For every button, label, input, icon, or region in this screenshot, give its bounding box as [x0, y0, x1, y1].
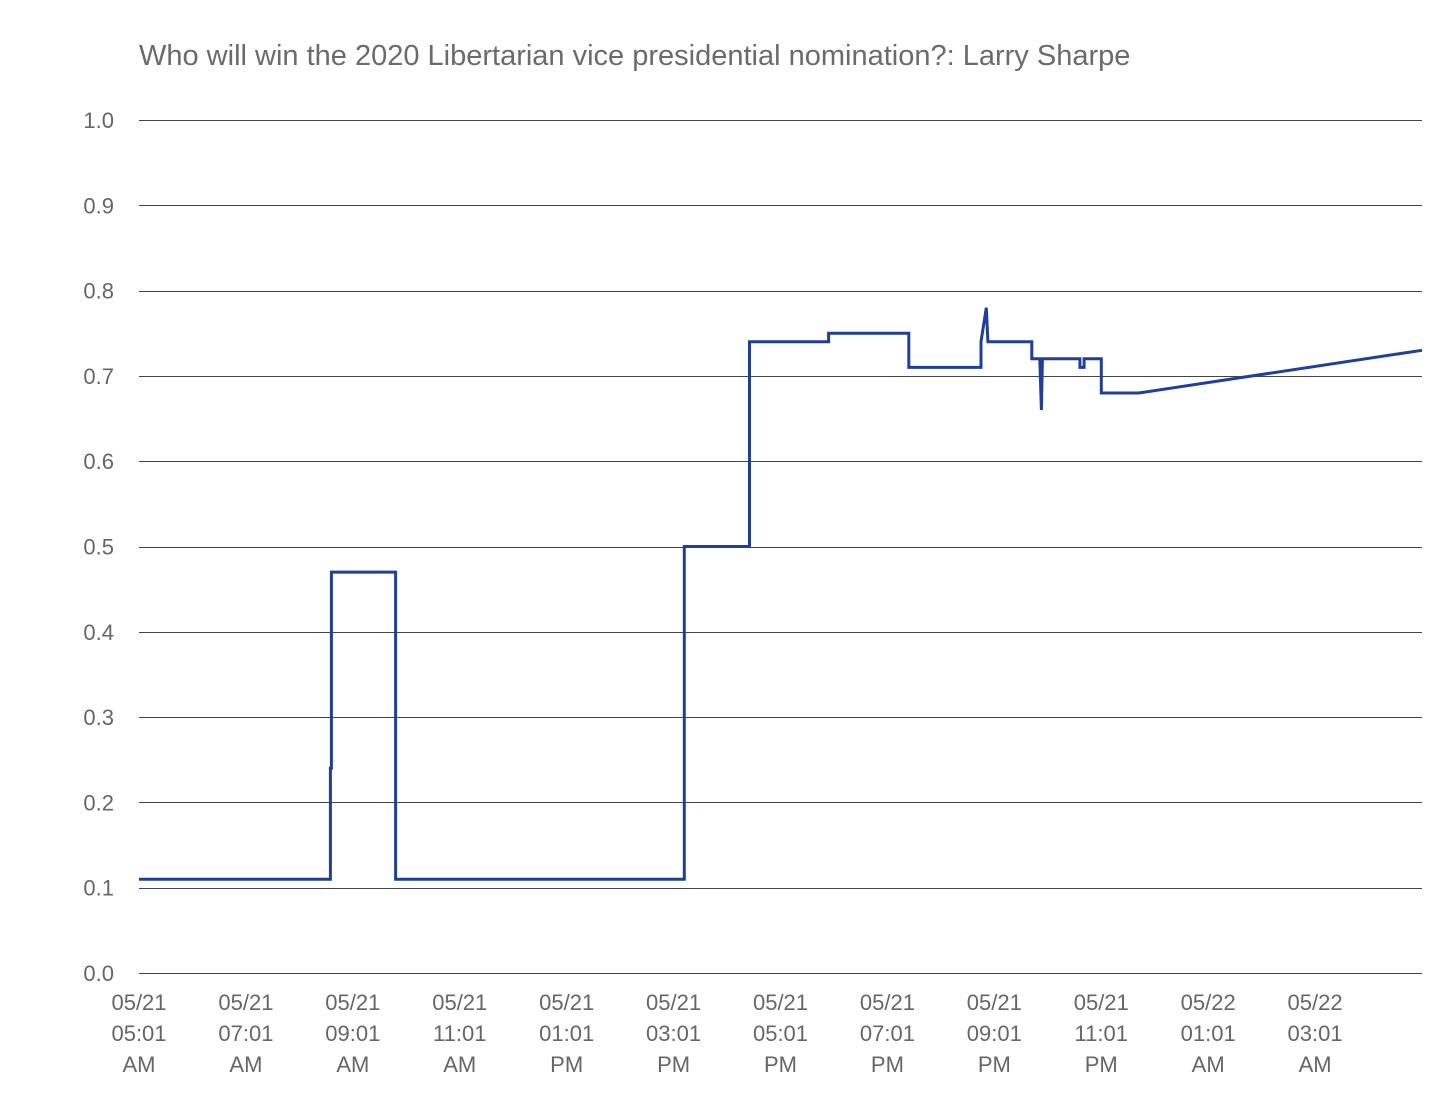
x-tick-label: 05/22 01:01 AM	[1181, 990, 1236, 1077]
series-layer	[139, 307, 1423, 881]
x-tick-line: 05/21	[325, 990, 380, 1015]
x-tick-line: AM	[336, 1052, 369, 1077]
x-tick-line: PM	[550, 1052, 583, 1077]
gridlines	[139, 120, 1422, 974]
series-line	[139, 307, 1423, 881]
x-tick-line: 05/21	[646, 990, 701, 1015]
x-tick-line: 07:01	[218, 1021, 273, 1046]
y-tick-label: 0.8	[83, 279, 114, 304]
x-tick-line: 05/21	[1074, 990, 1129, 1015]
x-tick-label: 05/21 11:01 PM	[1074, 990, 1129, 1077]
x-tick-label: 05/22 03:01 AM	[1288, 990, 1343, 1077]
x-tick-label: 05/21 09:01 PM	[967, 990, 1022, 1077]
x-tick-label: 05/21 01:01 PM	[539, 990, 594, 1077]
y-tick-label: 0.0	[83, 961, 114, 986]
x-tick-line: 05/21	[539, 990, 594, 1015]
x-tick-line: PM	[764, 1052, 797, 1077]
x-tick-label: 05/21 05:01 PM	[753, 990, 808, 1077]
x-tick-line: 03:01	[1288, 1021, 1343, 1046]
x-tick-line: 05/21	[967, 990, 1022, 1015]
x-tick-label: 05/21 05:01 AM	[111, 990, 166, 1077]
x-tick-label: 05/21 07:01 AM	[218, 990, 273, 1077]
y-tick-label: 0.7	[83, 364, 114, 389]
y-tick-label: 0.5	[83, 535, 114, 560]
x-tick-line: AM	[1192, 1052, 1225, 1077]
x-tick-line: 05/21	[218, 990, 273, 1015]
chart-title: Who will win the 2020 Libertarian vice p…	[139, 40, 1131, 72]
x-tick-line: PM	[1085, 1052, 1118, 1077]
x-tick-line: 01:01	[539, 1021, 594, 1046]
x-tick-line: 05/21	[860, 990, 915, 1015]
x-tick-line: 01:01	[1181, 1021, 1236, 1046]
x-tick-line: AM	[123, 1052, 156, 1077]
y-axis-ticks: 0.0 0.1 0.2 0.3 0.4 0.5 0.6 0.7 0.8 0.9 1.0	[83, 108, 114, 986]
x-tick-line: AM	[229, 1052, 262, 1077]
y-tick-label: 0.9	[83, 193, 114, 218]
x-tick-line: 07:01	[860, 1021, 915, 1046]
y-tick-label: 1.0	[83, 108, 114, 133]
x-tick-label: 05/21 09:01 AM	[325, 990, 380, 1077]
x-tick-line: AM	[443, 1052, 476, 1077]
x-tick-line: PM	[657, 1052, 690, 1077]
x-tick-label: 05/21 11:01 AM	[432, 990, 487, 1077]
y-tick-label: 0.6	[83, 449, 114, 474]
x-tick-line: 05/21	[432, 990, 487, 1015]
x-tick-line: 05/22	[1288, 990, 1343, 1015]
x-tick-line: 03:01	[646, 1021, 701, 1046]
x-tick-line: 09:01	[325, 1021, 380, 1046]
x-tick-line: 05/21	[111, 990, 166, 1015]
y-tick-label: 0.3	[83, 705, 114, 730]
x-tick-line: PM	[978, 1052, 1011, 1077]
x-tick-line: 11:01	[433, 1021, 486, 1046]
x-tick-label: 05/21 07:01 PM	[860, 990, 915, 1077]
y-tick-label: 0.1	[83, 876, 114, 901]
x-tick-line: AM	[1299, 1052, 1332, 1077]
y-tick-label: 0.4	[83, 620, 114, 645]
x-tick-line: 05:01	[111, 1021, 166, 1046]
y-tick-label: 0.2	[83, 790, 114, 815]
x-tick-line: 05:01	[753, 1021, 808, 1046]
x-tick-line: PM	[871, 1052, 904, 1077]
x-tick-line: 05/21	[753, 990, 808, 1015]
x-tick-label: 05/21 03:01 PM	[646, 990, 701, 1077]
x-tick-line: 09:01	[967, 1021, 1022, 1046]
x-tick-line: 11:01	[1075, 1021, 1128, 1046]
x-tick-line: 05/22	[1181, 990, 1236, 1015]
